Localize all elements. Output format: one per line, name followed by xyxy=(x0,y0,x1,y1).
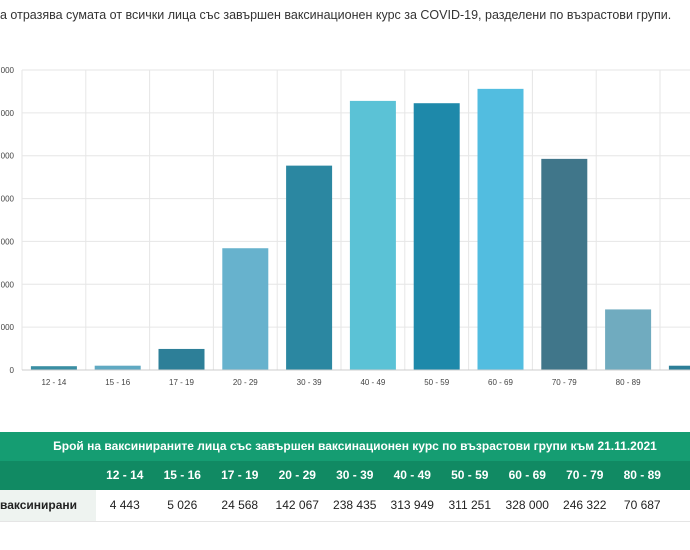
bar[interactable] xyxy=(477,88,524,370)
header-cell: 70 - 79 xyxy=(566,468,604,482)
table-cell: 238 435 xyxy=(333,498,377,512)
x-tick-label: 60 - 69 xyxy=(488,378,513,387)
bar[interactable] xyxy=(222,248,269,370)
header-cell: 15 - 16 xyxy=(163,468,201,482)
table-cell: 142 067 xyxy=(275,498,319,512)
header-cell: 20 - 29 xyxy=(278,468,316,482)
y-tick-label: 000 xyxy=(1,323,15,332)
table-cell: 311 251 xyxy=(448,498,492,512)
header-cell: 50 - 59 xyxy=(451,468,489,482)
bar[interactable] xyxy=(30,366,77,370)
header-cell: 17 - 19 xyxy=(221,468,259,482)
table-cell: 70 687 xyxy=(623,498,661,512)
y-tick-label: 000 xyxy=(1,237,15,246)
table-cell: 24 568 xyxy=(221,498,259,512)
table-cell: 5 026 xyxy=(167,498,198,512)
table-title: Брой на ваксинираните лица със завършен … xyxy=(0,432,690,461)
x-tick-label: 12 - 14 xyxy=(41,378,66,387)
bar[interactable] xyxy=(605,309,652,370)
bar[interactable] xyxy=(94,365,141,370)
table-row: ваксинирани 4 443 5 026 24 568 142 067 2… xyxy=(0,490,690,522)
table-cell: 246 322 xyxy=(563,498,607,512)
x-tick-label: 30 - 39 xyxy=(297,378,322,387)
y-tick-label: 000 xyxy=(1,152,15,161)
y-tick-label: 000 xyxy=(1,66,15,75)
y-tick-label: 0 xyxy=(10,366,15,375)
table-header-row: 12 - 14 15 - 16 17 - 19 20 - 29 30 - 39 … xyxy=(0,461,690,490)
x-tick-label: 80 - 89 xyxy=(616,378,641,387)
bar[interactable] xyxy=(541,158,588,370)
header-cell: 40 - 49 xyxy=(393,468,431,482)
x-tick-label: 20 - 29 xyxy=(233,378,258,387)
bar[interactable] xyxy=(668,365,690,370)
table-cell: 4 443 xyxy=(109,498,140,512)
y-tick-label: 000 xyxy=(1,280,15,289)
header-cell: 12 - 14 xyxy=(106,468,144,482)
vaccination-table: Брой на ваксинираните лица със завършен … xyxy=(0,432,690,522)
y-tick-label: 000 xyxy=(1,195,15,204)
bar[interactable] xyxy=(158,348,205,370)
x-tick-label: 70 - 79 xyxy=(552,378,577,387)
header-cell: 30 - 39 xyxy=(336,468,374,482)
bar[interactable] xyxy=(286,165,333,370)
table-cell: 328 000 xyxy=(505,498,549,512)
header-cell: 80 - 89 xyxy=(623,468,661,482)
table-cell: 313 949 xyxy=(390,498,434,512)
y-tick-label: 000 xyxy=(1,109,15,118)
x-tick-label: 15 - 16 xyxy=(105,378,130,387)
x-tick-label: 17 - 19 xyxy=(169,378,194,387)
header-empty-cell xyxy=(0,461,96,490)
row-label: ваксинирани xyxy=(0,490,96,521)
x-tick-label: 40 - 49 xyxy=(360,378,385,387)
header-cell: 60 - 69 xyxy=(508,468,546,482)
bar[interactable] xyxy=(413,103,460,370)
chart-description: а отразява сумата от всички лица със зав… xyxy=(0,8,672,22)
x-tick-label: 50 - 59 xyxy=(424,378,449,387)
bar[interactable] xyxy=(349,100,396,371)
